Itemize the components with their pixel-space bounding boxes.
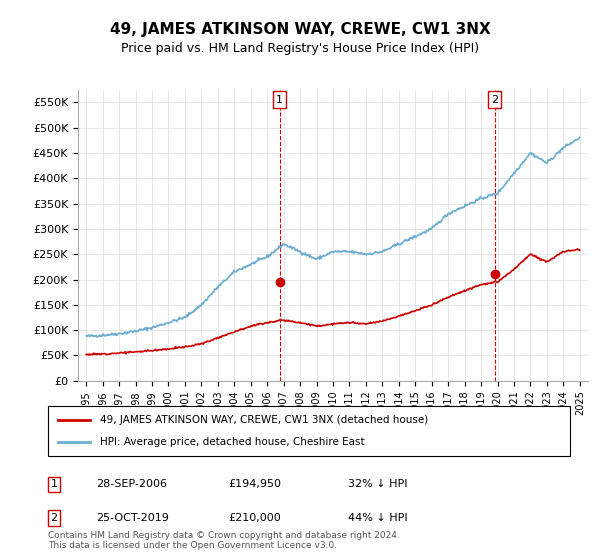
Text: 2: 2 xyxy=(491,95,498,105)
Text: 1: 1 xyxy=(50,479,58,489)
Text: 28-SEP-2006: 28-SEP-2006 xyxy=(96,479,167,489)
Text: £210,000: £210,000 xyxy=(228,513,281,523)
Text: Price paid vs. HM Land Registry's House Price Index (HPI): Price paid vs. HM Land Registry's House … xyxy=(121,42,479,55)
Text: 49, JAMES ATKINSON WAY, CREWE, CW1 3NX (detached house): 49, JAMES ATKINSON WAY, CREWE, CW1 3NX (… xyxy=(100,415,428,425)
Text: 25-OCT-2019: 25-OCT-2019 xyxy=(96,513,169,523)
Text: 1: 1 xyxy=(276,95,283,105)
Text: 49, JAMES ATKINSON WAY, CREWE, CW1 3NX: 49, JAMES ATKINSON WAY, CREWE, CW1 3NX xyxy=(110,22,490,38)
Text: 44% ↓ HPI: 44% ↓ HPI xyxy=(348,513,407,523)
FancyBboxPatch shape xyxy=(48,406,570,456)
Text: £194,950: £194,950 xyxy=(228,479,281,489)
Text: 32% ↓ HPI: 32% ↓ HPI xyxy=(348,479,407,489)
Text: HPI: Average price, detached house, Cheshire East: HPI: Average price, detached house, Ches… xyxy=(100,437,365,447)
Text: Contains HM Land Registry data © Crown copyright and database right 2024.
This d: Contains HM Land Registry data © Crown c… xyxy=(48,530,400,550)
Text: 2: 2 xyxy=(50,513,58,523)
